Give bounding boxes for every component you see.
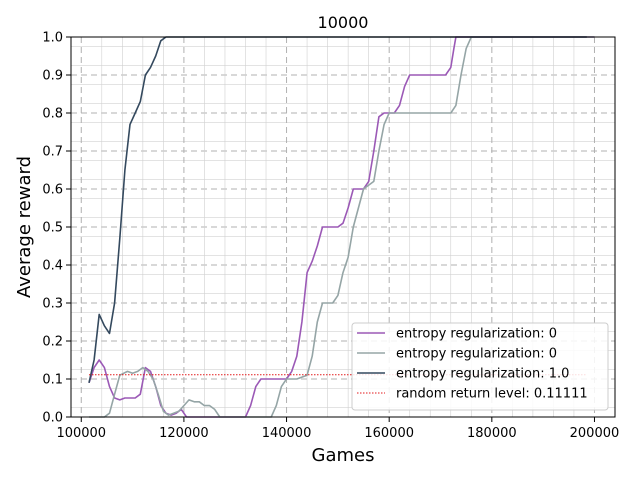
x-tick-label: 160000 <box>364 426 414 441</box>
y-tick-label: 0.6 <box>42 183 63 198</box>
y-tick-label: 0.1 <box>42 373 63 388</box>
legend: entropy regularization: 0 entropy regular… <box>351 322 609 411</box>
x-tick-label: 100000 <box>56 426 106 441</box>
x-tick-label: 180000 <box>467 426 517 441</box>
x-tick-label: 200000 <box>570 426 620 441</box>
y-tick-label: 0.2 <box>42 335 63 350</box>
x-axis-title: Games <box>312 445 375 466</box>
y-tick-label: 0.4 <box>42 259 63 274</box>
x-tick-label: 140000 <box>262 426 312 441</box>
legend-label: entropy regularization: 1.0 <box>396 367 569 382</box>
y-tick-label: 0.5 <box>42 221 63 236</box>
y-tick-label: 0.7 <box>42 145 63 160</box>
y-tick-label: 0.8 <box>42 107 63 122</box>
y-axis-title: Average reward <box>14 156 35 298</box>
x-tick-label: 120000 <box>159 426 209 441</box>
y-tick-label: 0.3 <box>42 297 63 312</box>
y-tick-label: 0.9 <box>42 69 63 84</box>
series-line-1 <box>88 36 595 418</box>
y-tick-label: 1.0 <box>42 31 63 46</box>
series-line-2 <box>89 36 595 418</box>
legend-label: entropy regularization: 0 <box>396 327 557 342</box>
legend-frame <box>351 322 609 411</box>
y-axis: 0.0 0.1 0.2 0.3 0.4 0.5 0.6 0.7 0.8 0.9 1.0 <box>42 31 71 426</box>
legend-label: entropy regularization: 0 <box>396 347 557 362</box>
chart-title: 10000 <box>318 13 369 32</box>
y-tick-label: 0.0 <box>42 411 63 426</box>
x-axis: 100000 120000 140000 160000 180000 200000 <box>56 417 619 441</box>
legend-label: random return level: 0.11111 <box>396 387 588 402</box>
